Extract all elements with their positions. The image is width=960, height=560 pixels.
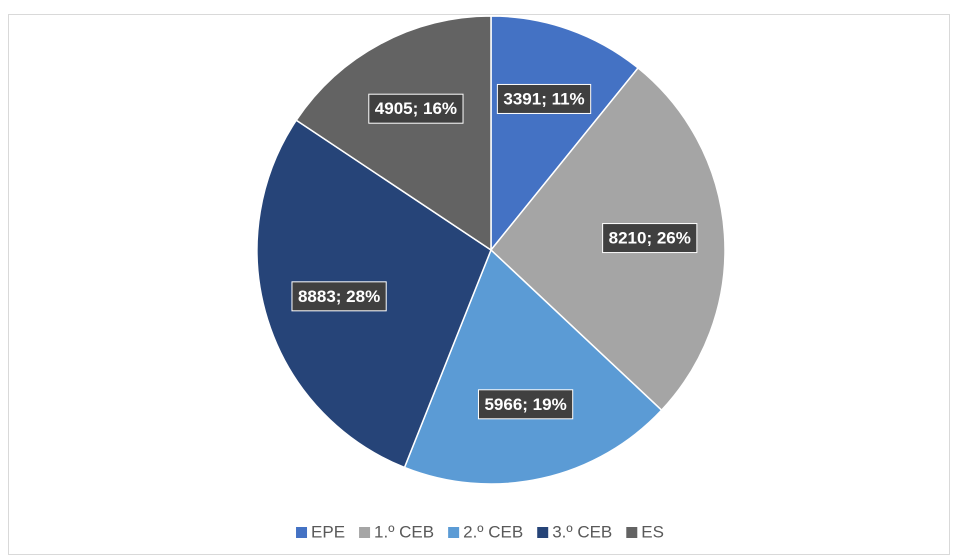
data-label-box xyxy=(496,83,592,114)
data-label: 8883; 28% xyxy=(298,287,380,306)
legend-label: 1.º CEB xyxy=(374,522,434,541)
data-label-box xyxy=(368,93,464,124)
legend-swatch xyxy=(626,527,638,538)
legend-swatch xyxy=(537,527,549,538)
data-label-box xyxy=(602,223,698,254)
legend-swatch xyxy=(448,527,460,538)
data-label-box xyxy=(291,281,387,312)
legend-swatch xyxy=(359,527,371,538)
pie-slice xyxy=(490,15,640,253)
legend-label: EPE xyxy=(311,522,345,541)
data-label: 5966; 19% xyxy=(484,395,566,414)
data-label: 8210; 26% xyxy=(609,229,691,248)
data-label-box xyxy=(477,389,574,420)
legend-label: 3.º CEB xyxy=(552,522,612,541)
pie-slice xyxy=(295,15,492,252)
pie-slice xyxy=(403,248,663,485)
data-label: 3391; 11% xyxy=(503,89,584,108)
legend-label: 2.º CEB xyxy=(463,522,523,541)
legend-label: ES xyxy=(641,522,664,541)
legend-swatch xyxy=(296,527,308,538)
data-label: 4905; 16% xyxy=(375,99,457,118)
